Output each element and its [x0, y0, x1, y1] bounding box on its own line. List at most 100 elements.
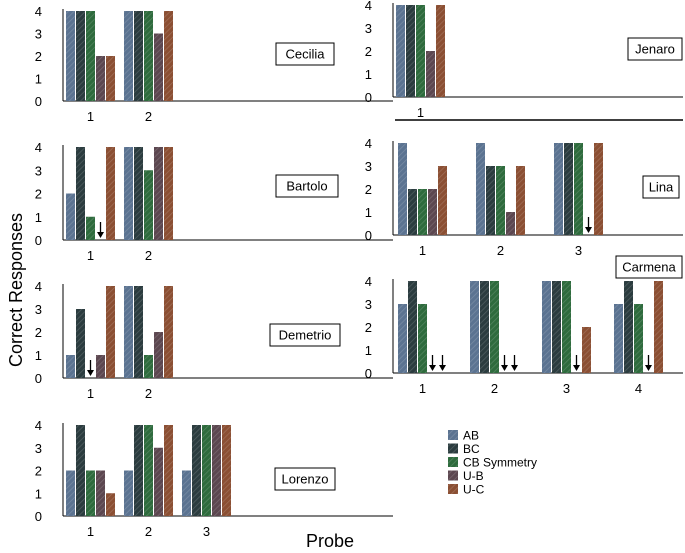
bar-texture [164, 286, 173, 378]
bar-texture [506, 212, 515, 235]
probe-label: 1 [87, 524, 94, 539]
y-tick-label: 2 [35, 49, 42, 64]
y-tick-label: 1 [35, 486, 42, 501]
x-axis-title: Probe [306, 531, 354, 551]
bar-texture [66, 11, 75, 101]
bar-texture [154, 33, 163, 101]
y-tick-label: 0 [365, 228, 372, 243]
probe-label: 2 [491, 381, 498, 396]
bar-texture [144, 170, 153, 240]
y-tick-label: 4 [35, 418, 42, 433]
bar-texture [134, 147, 143, 240]
bar-texture [76, 425, 85, 516]
no-response-arrow [97, 222, 104, 238]
bar-texture [396, 5, 405, 97]
bar-texture [76, 11, 85, 101]
bar-texture [144, 425, 153, 516]
bar-texture [154, 147, 163, 240]
participant-label-box [269, 323, 341, 347]
bar-texture [76, 147, 85, 240]
legend-label: BC [463, 442, 480, 456]
bar-texture [134, 11, 143, 101]
y-tick-label: 2 [365, 320, 372, 335]
bar-texture [106, 56, 115, 101]
bar-texture [222, 425, 231, 516]
bar-texture [192, 425, 201, 516]
bar-texture [574, 143, 583, 235]
bar-texture [106, 147, 115, 240]
bar-texture [398, 304, 407, 373]
legend-item-cb-symmetry: CB Symmetry [448, 456, 537, 470]
bar-texture [164, 147, 173, 240]
bar-texture [202, 425, 211, 516]
bar-texture [164, 425, 173, 516]
bar-texture [182, 470, 191, 516]
participant-name: Carmena [622, 260, 676, 275]
y-tick-label: 2 [35, 187, 42, 202]
y-tick-label: 0 [35, 233, 42, 248]
y-tick-label: 0 [365, 90, 372, 105]
y-axis-title: Correct Responses [6, 213, 26, 367]
y-tick-label: 0 [35, 509, 42, 524]
legend-item-u-b: U-B [448, 469, 484, 483]
bar-texture [86, 470, 95, 516]
y-tick-label: 2 [365, 44, 372, 59]
y-tick-label: 1 [35, 210, 42, 225]
bar-texture [154, 447, 163, 516]
y-tick-label: 2 [35, 464, 42, 479]
legend-swatch-texture [448, 484, 458, 494]
bar-texture [86, 11, 95, 101]
bar-texture [436, 5, 445, 97]
bar-texture [66, 470, 75, 516]
participant-label-box [275, 174, 339, 198]
probe-label: 3 [563, 381, 570, 396]
bar-texture [86, 216, 95, 240]
no-response-arrow [439, 355, 446, 371]
bar-texture [408, 189, 417, 235]
bar-texture [124, 147, 133, 240]
no-response-arrow [511, 355, 518, 371]
y-tick-label: 4 [35, 4, 42, 19]
panel-cecilia: 0 1 2 3 4 1 2 Cecilia [35, 4, 393, 124]
participant-label-box [615, 255, 683, 279]
bar-texture [496, 166, 505, 235]
no-response-arrow [429, 355, 436, 371]
bar-texture [134, 286, 143, 378]
y-tick-label: 3 [35, 441, 42, 456]
y-tick-label: 3 [365, 297, 372, 312]
probe-label: 1 [87, 248, 94, 263]
legend-label: U-B [463, 469, 484, 483]
participant-name: Lina [649, 180, 674, 195]
legend-item-bc: BC [448, 442, 480, 456]
bar-texture [564, 143, 573, 235]
bar-texture [624, 281, 633, 373]
y-tick-label: 4 [365, 274, 372, 289]
y-tick-label: 0 [35, 94, 42, 109]
legend-swatch-texture [448, 457, 458, 467]
bar-texture [490, 281, 499, 373]
legend-swatch-texture [448, 443, 458, 454]
bar-texture [164, 11, 173, 101]
participant-name: Demetrio [279, 328, 332, 343]
bar-texture [406, 5, 415, 97]
legend-label: AB [463, 429, 479, 443]
y-tick-label: 1 [365, 67, 372, 82]
legend-swatch-texture [448, 470, 458, 481]
probe-label: 3 [575, 243, 582, 258]
bar-texture [212, 425, 221, 516]
y-tick-label: 4 [35, 140, 42, 155]
y-tick-label: 0 [35, 371, 42, 386]
bar-texture [654, 281, 663, 373]
bar-texture [154, 332, 163, 378]
participant-label-box [627, 37, 683, 61]
panel-carmena: 0 1 2 3 4 1 2 3 4 Carmena [365, 255, 683, 396]
bar-texture [418, 189, 427, 235]
bar-texture [582, 327, 591, 373]
participant-name: Bartolo [286, 179, 327, 194]
probe-label: 2 [145, 109, 152, 124]
bar-texture [418, 304, 427, 373]
bar-texture [76, 309, 85, 378]
bar-texture [106, 286, 115, 378]
